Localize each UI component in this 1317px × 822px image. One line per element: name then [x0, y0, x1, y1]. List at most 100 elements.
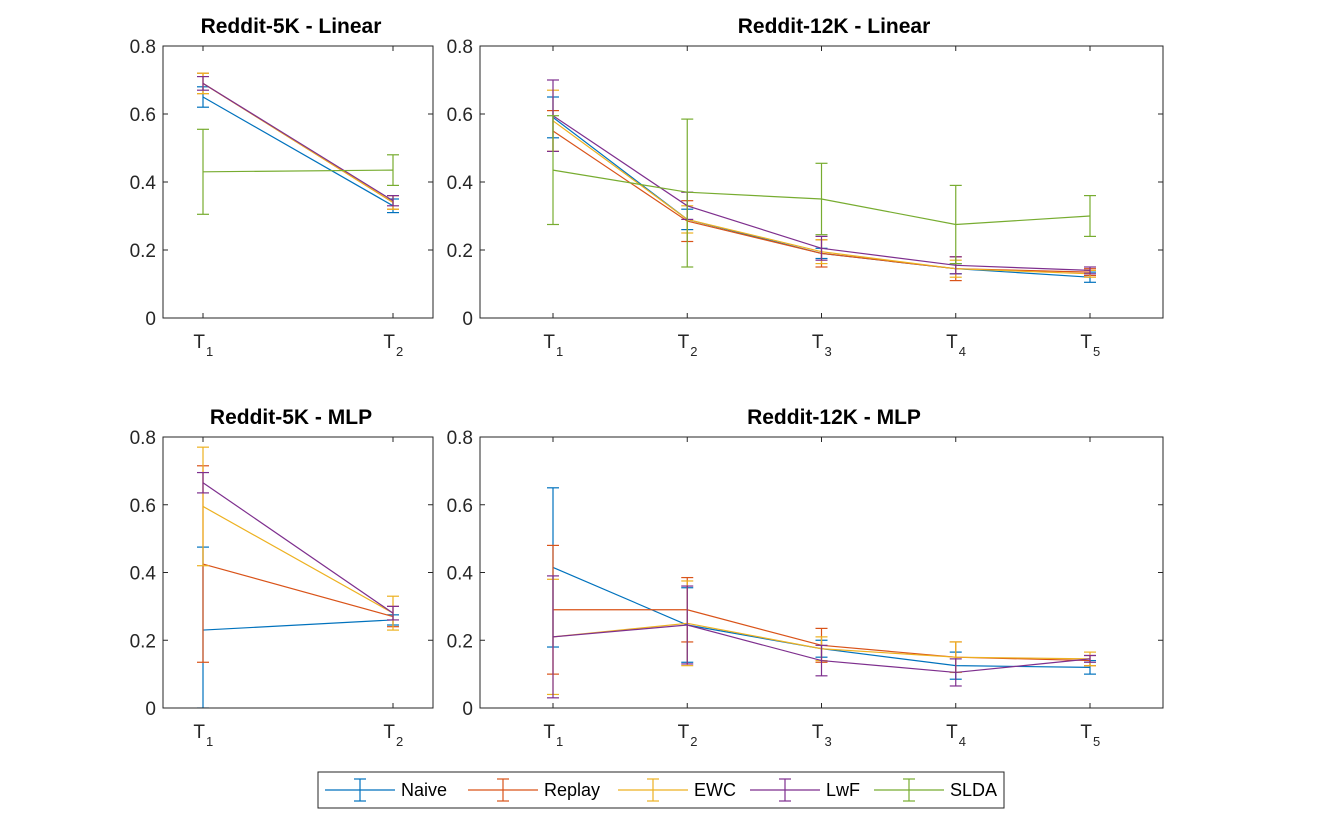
x-tick-label: T [543, 332, 555, 353]
y-tick-label: 0.2 [447, 241, 473, 262]
error-bar-lwf [681, 585, 694, 665]
y-tick-label: 0.6 [130, 105, 156, 126]
y-tick-label: 0.2 [130, 241, 156, 262]
plot-area [163, 46, 433, 318]
y-tick-label: 0 [462, 699, 473, 720]
x-tick-label-subscript: 3 [825, 344, 832, 359]
x-tick-label: T [383, 722, 395, 743]
chart-title: Reddit-12K - Linear [738, 15, 931, 38]
series-line-lwf [202, 82, 394, 202]
error-bar-lwf [815, 644, 828, 677]
series-line-slda [202, 169, 394, 173]
y-tick-label: 0.2 [130, 631, 156, 652]
x-tick-label: T [1080, 722, 1092, 743]
error-bar-lwf [387, 195, 399, 207]
legend-label: SLDA [950, 780, 997, 800]
x-tick-label-subscript: 2 [690, 344, 697, 359]
legend-item-naive: Naive [325, 778, 447, 802]
y-tick-label: 0 [145, 309, 156, 330]
axes-frame [162, 45, 434, 319]
x-tick-label-subscript: 1 [206, 344, 213, 359]
legend-label: LwF [826, 780, 860, 800]
series-line-lwf [202, 482, 394, 614]
error-bar-lwf [387, 605, 399, 621]
error-bar-lwf [1084, 654, 1096, 663]
x-tick-label-subscript: 2 [396, 734, 403, 749]
y-tick-label: 0.8 [130, 37, 156, 58]
legend-label: Replay [544, 780, 600, 800]
panel-reddit-5k-linear: Reddit-5K - Linear 00.20.40.60.8T 1 T 2 [130, 15, 434, 359]
series-layer [547, 487, 1096, 699]
x-tick-label-subscript: 1 [206, 734, 213, 749]
error-bar-lwf [1084, 266, 1096, 275]
y-tick-label: 0.6 [447, 105, 473, 126]
legend-label: Naive [401, 780, 447, 800]
axes-frame [479, 436, 1164, 709]
series-line-naive [202, 619, 394, 631]
x-tick-label: T [193, 722, 205, 743]
x-tick-label: T [543, 722, 555, 743]
x-tick-label-subscript: 4 [959, 734, 966, 749]
series-layer [197, 72, 399, 215]
error-bar-slda [815, 162, 828, 236]
legend: Naive Replay EWC LwF SLDA [317, 771, 1005, 809]
x-tick-label: T [193, 332, 205, 353]
series-layer [547, 79, 1096, 283]
y-tick-label: 0.4 [447, 173, 474, 194]
panel-reddit-5k-mlp: Reddit-5K - MLP 00.20.40.60.8T 1 T 2 [130, 406, 434, 749]
x-tick-label-subscript: 5 [1093, 734, 1100, 749]
x-tick-label: T [1080, 332, 1092, 353]
panel-reddit-12k-mlp: Reddit-12K - MLP 00.20.40.60.8T 1 T 2 T 3 T 4 T 5 [447, 406, 1164, 749]
series-line-replay [202, 563, 394, 618]
legend-label: EWC [694, 780, 736, 800]
x-tick-label-subscript: 3 [825, 734, 832, 749]
error-bar-ewc [197, 446, 209, 567]
x-tick-label-subscript: 2 [396, 344, 403, 359]
error-bar-lwf [547, 575, 559, 699]
error-bar-slda [681, 118, 694, 268]
y-tick-label: 0 [462, 309, 473, 330]
error-bar-slda [949, 184, 962, 265]
legend-item-ewc: EWC [618, 778, 736, 802]
x-tick-label-subscript: 5 [1093, 344, 1100, 359]
error-bar-slda [1084, 195, 1096, 237]
y-tick-label: 0.4 [130, 564, 157, 585]
x-tick-label: T [678, 332, 690, 353]
legend-item-slda: SLDA [874, 778, 997, 802]
y-tick-label: 0.4 [447, 564, 474, 585]
x-tick-label-subscript: 2 [690, 734, 697, 749]
y-tick-label: 0.6 [130, 496, 156, 517]
y-tick-label: 0 [145, 699, 156, 720]
error-bar-slda [547, 115, 559, 226]
chart-title: Reddit-5K - Linear [201, 15, 382, 38]
axes-frame [479, 45, 1164, 319]
x-tick-label: T [946, 332, 958, 353]
x-tick-label-subscript: 1 [556, 344, 563, 359]
x-tick-label: T [812, 332, 824, 353]
x-tick-label: T [946, 722, 958, 743]
y-tick-label: 0.8 [447, 37, 473, 58]
y-tick-label: 0.8 [447, 428, 473, 449]
axes-frame [162, 436, 434, 709]
error-bar-lwf [197, 471, 209, 494]
x-tick-label: T [383, 332, 395, 353]
y-tick-label: 0.4 [130, 173, 157, 194]
error-bar-lwf [197, 75, 209, 91]
y-tick-label: 0.6 [447, 496, 473, 517]
x-tick-label-subscript: 1 [556, 734, 563, 749]
x-tick-label: T [812, 722, 824, 743]
y-tick-label: 0.8 [130, 428, 156, 449]
chart-title: Reddit-5K - MLP [210, 406, 372, 429]
x-tick-label: T [678, 722, 690, 743]
error-bar-slda [387, 154, 399, 186]
series-line-naive [202, 96, 394, 207]
series-line-ewc [202, 505, 394, 614]
panel-reddit-12k-linear: Reddit-12K - Linear 00.20.40.60.8T 1 T 2 T 3 T… [447, 15, 1164, 359]
series-layer [197, 446, 399, 708]
legend-item-replay: Replay [468, 778, 600, 802]
y-tick-label: 0.2 [447, 631, 473, 652]
chart-title: Reddit-12K - MLP [747, 406, 921, 429]
error-bar-lwf [815, 235, 828, 261]
error-bar-slda [197, 128, 209, 215]
